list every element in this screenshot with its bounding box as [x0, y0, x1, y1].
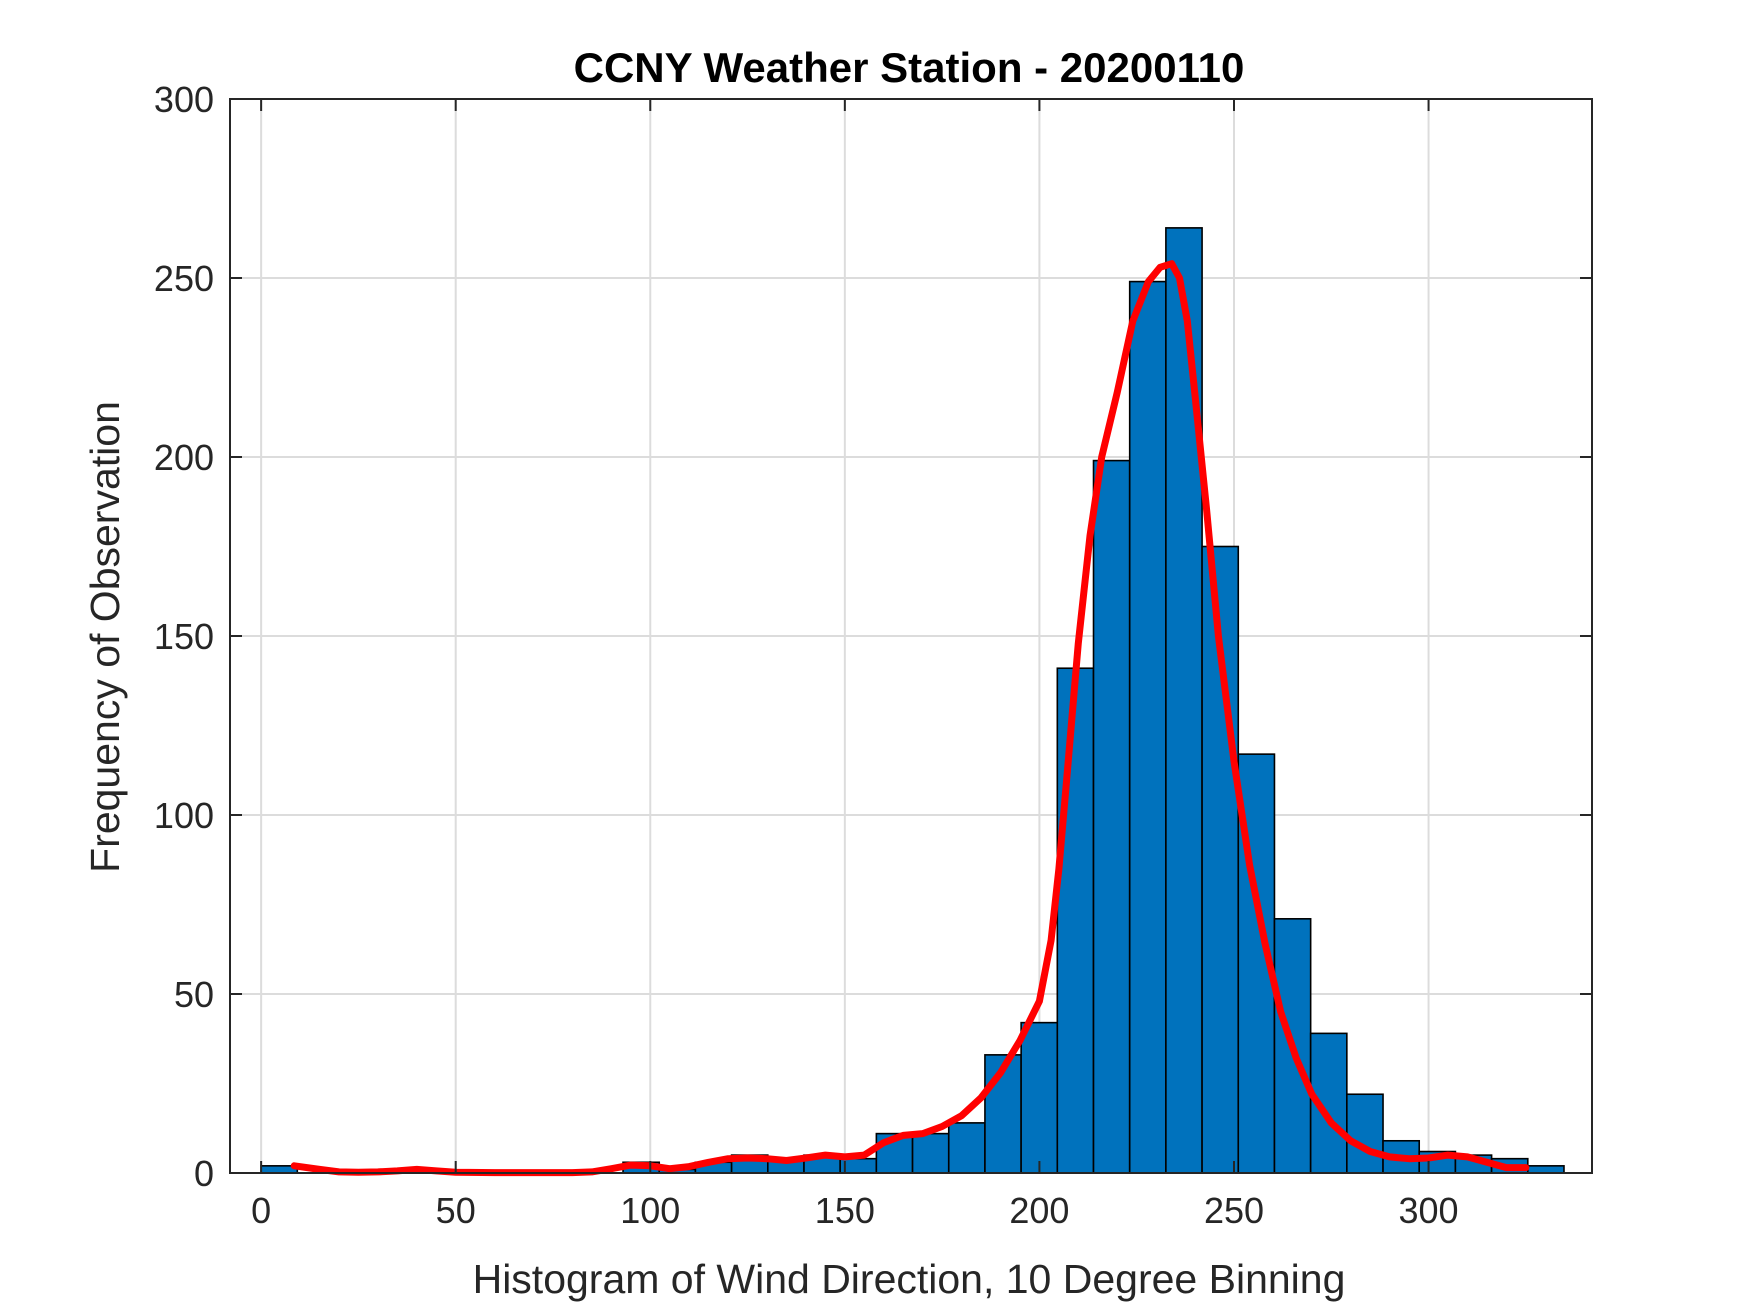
- x-tick-label: 300: [1399, 1190, 1459, 1231]
- y-tick-label: 300: [154, 79, 214, 120]
- histogram-bar: [947, 1122, 986, 1174]
- histogram-bar: [1165, 227, 1203, 1174]
- x-tick-label: 150: [815, 1190, 875, 1231]
- histogram-bar: [1346, 1093, 1384, 1174]
- histogram-bar: [1020, 1021, 1059, 1174]
- grid-lines: [230, 98, 1592, 1174]
- histogram-bar: [1526, 1165, 1565, 1174]
- histogram-bar: [1056, 667, 1095, 1174]
- chart-title: CCNY Weather Station - 20200110: [574, 44, 1245, 91]
- axis-ticks: 0 50 100 150 200 250 300 0 50 100 150 200 250 300: [154, 79, 1592, 1231]
- histogram-bars: [260, 227, 1565, 1174]
- y-tick-label: 50: [174, 974, 214, 1015]
- y-tick-label: 250: [154, 258, 214, 299]
- histogram-bar: [911, 1132, 950, 1174]
- x-tick-label: 100: [620, 1190, 680, 1231]
- x-axis-label: Histogram of Wind Direction, 10 Degree B…: [473, 1256, 1346, 1302]
- y-tick-label: 150: [154, 616, 214, 657]
- y-axis-label: Frequency of Observation: [82, 401, 128, 873]
- histogram-bar: [1128, 280, 1167, 1174]
- x-tick-label: 200: [1009, 1190, 1069, 1231]
- y-tick-label: 100: [154, 795, 214, 836]
- x-tick-label: 250: [1204, 1190, 1264, 1231]
- y-tick-label: 0: [194, 1153, 214, 1194]
- histogram-bar: [1092, 459, 1131, 1174]
- x-tick-label: 0: [251, 1190, 271, 1231]
- y-tick-label: 200: [154, 437, 214, 478]
- x-tick-label: 50: [436, 1190, 476, 1231]
